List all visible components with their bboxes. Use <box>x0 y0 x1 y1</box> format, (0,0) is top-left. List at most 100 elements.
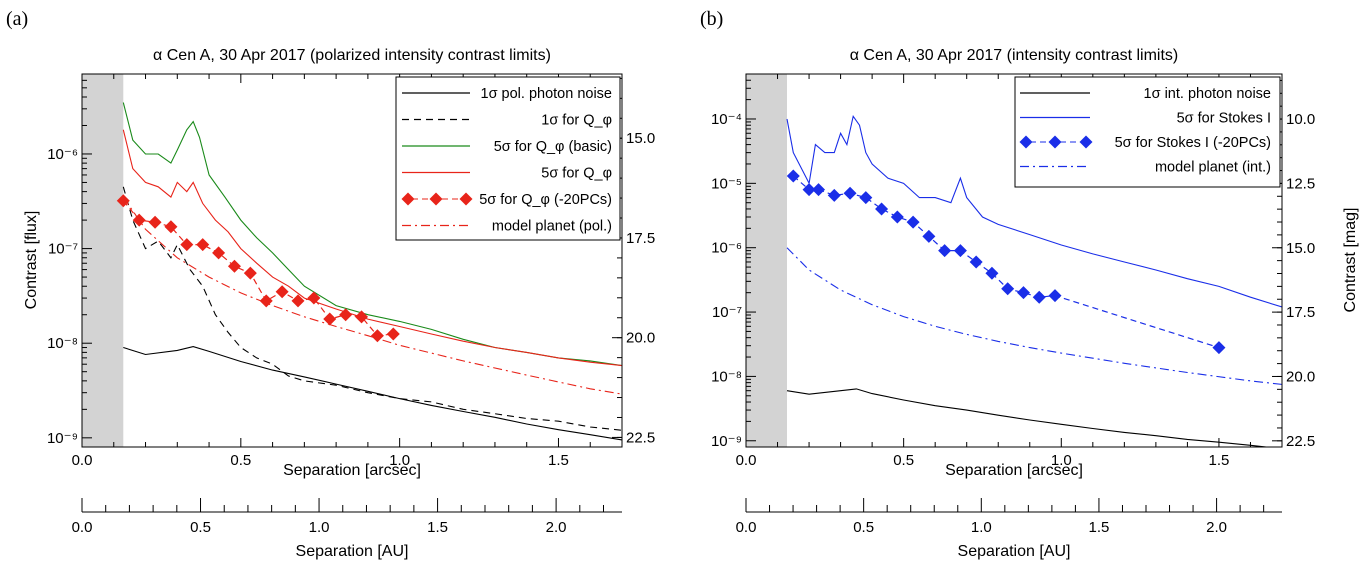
au-tick-label: 0.0 <box>736 519 757 536</box>
data-point <box>148 215 162 229</box>
data-point <box>180 238 194 252</box>
series-line-5 <box>122 196 622 395</box>
x-axis-label: Separation [arcsec] <box>283 462 421 479</box>
data-point <box>1048 289 1062 303</box>
y-tick-label: 10⁻⁶ <box>47 146 78 163</box>
series-line-1 <box>786 114 1282 308</box>
plot-area <box>82 74 622 447</box>
data-point <box>164 220 178 234</box>
legend-label: 5σ for Stokes I (-20PCs) <box>1115 135 1271 151</box>
data-point <box>196 238 210 252</box>
inner-mask-region <box>82 74 124 447</box>
y2-tick-label: 17.5 <box>1286 304 1315 321</box>
x-tick-label: 0.5 <box>230 452 251 469</box>
chart-title: α Cen A, 30 Apr 2017 (polarized intensit… <box>153 47 551 64</box>
data-point <box>1212 341 1226 355</box>
legend-label: 1σ pol. photon noise <box>481 86 613 102</box>
data-point <box>843 186 857 200</box>
data-point <box>859 191 873 205</box>
legend-marker <box>429 192 443 206</box>
series-line-1 <box>122 186 622 431</box>
data-point <box>802 183 816 197</box>
data-point <box>786 169 800 183</box>
y2-tick-label: 15.0 <box>1286 240 1315 257</box>
series-line-0 <box>786 388 1271 447</box>
series-line-3 <box>786 247 1282 385</box>
x-tick-label: 1.5 <box>548 452 569 469</box>
x-tick-label: 1.0 <box>389 452 410 469</box>
legend-marker <box>401 192 415 206</box>
au-tick-label: 0.5 <box>853 519 874 536</box>
au-tick-label: 0.0 <box>72 519 93 536</box>
legend-box <box>395 76 621 241</box>
data-point <box>922 229 936 243</box>
y2-tick-label: 20.0 <box>1286 368 1315 385</box>
au-tick-label: 1.0 <box>971 519 992 536</box>
data-point <box>275 285 289 299</box>
data-point <box>339 308 353 322</box>
data-point <box>1001 282 1015 296</box>
legend-marker <box>1079 135 1093 149</box>
chart-panel-a: α Cen A, 30 Apr 2017 (polarized intensit… <box>23 47 655 560</box>
series-line-2 <box>792 175 1220 349</box>
chart-title: α Cen A, 30 Apr 2017 (intensity contrast… <box>850 47 1179 64</box>
y-tick-label: 10⁻⁶ <box>711 240 742 257</box>
legend: 1σ pol. photon noise 1σ for Q_φ 5σ for Q_φ… <box>395 76 621 241</box>
y-tick-label: 10⁻⁸ <box>47 335 78 352</box>
au-tick-label: 1.5 <box>427 519 448 536</box>
data-point <box>890 210 904 224</box>
legend-label: 5σ for Q_φ (-20PCs) <box>479 192 612 208</box>
legend-label: model planet (int.) <box>1155 160 1271 176</box>
data-point <box>243 266 257 280</box>
y2-tick-label: 20.0 <box>626 330 655 347</box>
y2-tick-label: 15.0 <box>626 130 655 147</box>
legend-label: 5σ for Q_φ <box>541 166 612 182</box>
data-point <box>985 266 999 280</box>
au-tick-label: 1.5 <box>1089 519 1110 536</box>
y2-tick-label: 10.0 <box>1286 111 1315 128</box>
y-axis-label: Contrast [flux] <box>23 211 40 310</box>
data-point <box>969 255 983 269</box>
y-tick-label: 10⁻⁸ <box>711 368 742 385</box>
y-tick-label: 10⁻⁹ <box>47 430 78 447</box>
x-axis-label: Separation [arcsec] <box>945 462 1083 479</box>
plot-area <box>746 74 1282 447</box>
data-point <box>953 244 967 258</box>
series-line-0 <box>123 346 622 441</box>
legend-label: 1σ int. photon noise <box>1144 86 1271 102</box>
data-point <box>875 202 889 216</box>
data-point <box>355 310 369 324</box>
x-tick-label: 1.0 <box>1051 452 1072 469</box>
au-axis-label: Separation [AU] <box>958 543 1071 560</box>
data-point <box>906 215 920 229</box>
y2-tick-label: 22.5 <box>626 429 655 446</box>
inner-mask-region <box>746 74 787 447</box>
y2-tick-label: 17.5 <box>626 230 655 247</box>
panel-letter-b: (b) <box>700 8 724 30</box>
data-point <box>291 294 305 308</box>
x-tick-label: 0.5 <box>893 452 914 469</box>
data-point <box>812 183 826 197</box>
au-axis-label: Separation [AU] <box>296 543 409 560</box>
y-tick-label: 10⁻⁴ <box>711 111 742 128</box>
legend-marker <box>1019 135 1033 149</box>
y-tick-label: 10⁻⁷ <box>712 304 742 321</box>
data-point <box>386 327 400 341</box>
au-tick-label: 2.0 <box>546 519 567 536</box>
y2-tick-label: 12.5 <box>1286 175 1315 192</box>
data-point <box>370 329 384 343</box>
axes: 0.0 0.5 1.0 1.5 10⁻⁹ 10⁻⁸ 10⁻⁷ 10⁻⁶ 15.0 17.5 20.0… <box>47 73 655 536</box>
legend-label: 5σ for Q_φ (basic) <box>494 139 612 155</box>
data-point <box>307 291 321 305</box>
legend-label: model planet (pol.) <box>492 219 612 235</box>
y2-axis-label: Contrast [mag] <box>1342 208 1359 313</box>
series-line-3 <box>122 129 622 367</box>
x-tick-label: 0.0 <box>736 452 757 469</box>
x-tick-label: 0.0 <box>72 452 93 469</box>
legend-label: 5σ for Stokes I <box>1177 111 1271 127</box>
legend-marker <box>1048 135 1062 149</box>
data-point <box>938 244 952 258</box>
y-tick-label: 10⁻⁷ <box>48 241 78 258</box>
au-tick-label: 2.0 <box>1206 519 1227 536</box>
legend-box <box>1014 76 1281 188</box>
